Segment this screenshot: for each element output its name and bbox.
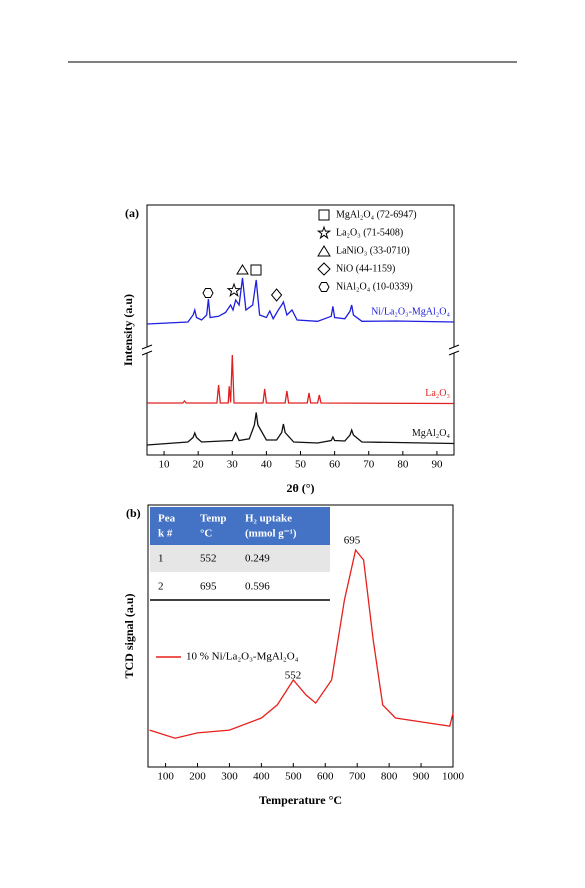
- table-header: k #: [158, 528, 173, 540]
- y-axis-label: TCD signal (a.u): [122, 593, 136, 678]
- table-cell: 1: [158, 553, 164, 565]
- legend-label: La₂O₃ (71-5408): [336, 227, 403, 238]
- table-header: Pea: [158, 513, 176, 525]
- x-tick-label: 50: [295, 459, 307, 471]
- series-line: [147, 354, 455, 405]
- x-tick-label: 600: [317, 771, 334, 783]
- plot-frame: [147, 504, 454, 768]
- legend-symbol: [318, 282, 330, 292]
- phase-markers: [202, 264, 283, 302]
- axis-break-gap: [144, 347, 150, 353]
- star-marker: [226, 282, 242, 297]
- legend-symbol: [317, 262, 331, 276]
- table-cell: 2: [158, 581, 164, 593]
- hexagon-marker: [202, 288, 214, 298]
- x-tick-label: 300: [221, 771, 238, 783]
- legend-label: NiAl₂O₄ (10-0339): [336, 281, 413, 292]
- series-line: [149, 548, 454, 739]
- x-tick-label: 80: [397, 459, 409, 471]
- x-axis-label: 2θ (°): [286, 481, 314, 495]
- x-tick-label: 90: [431, 459, 443, 471]
- legend-label: 10 % Ni/La₂O₃-MgAl₂O₄: [186, 651, 299, 663]
- table-header: °C: [200, 528, 212, 540]
- table-header-bg: [150, 507, 330, 545]
- series-line: [146, 412, 455, 446]
- legend-symbol: [317, 245, 331, 257]
- series-label: La₂O₃: [425, 388, 450, 399]
- legend-label: MgAl₂O₄ (72-6947): [336, 209, 417, 220]
- x-tick-label: 500: [285, 771, 302, 783]
- square-marker: [250, 264, 262, 276]
- legend-symbol: [316, 225, 332, 240]
- x-tick-label: 200: [189, 771, 206, 783]
- peak-label: 552: [285, 670, 302, 682]
- table-cell: 552: [200, 553, 217, 565]
- x-tick-label: 70: [363, 459, 375, 471]
- plot-frame: [146, 204, 455, 456]
- legend-label: LaNiO₃ (33-0710): [336, 245, 410, 256]
- diamond-marker: [270, 288, 283, 302]
- x-tick-label: 400: [253, 771, 270, 783]
- table-header: Temp: [200, 513, 227, 525]
- axis-break: [141, 350, 153, 356]
- x-tick-label: 100: [157, 771, 174, 783]
- x-tick-label: 1000: [442, 771, 465, 783]
- y-axis-label: Intensity (a.u): [121, 294, 135, 366]
- panel-label: (a): [125, 206, 139, 220]
- x-tick-label: 10: [159, 459, 171, 471]
- x-tick-label: 900: [413, 771, 430, 783]
- x-tick-label: 40: [261, 459, 273, 471]
- x-tick-label: 800: [381, 771, 398, 783]
- legend-label: NiO (44-1159): [336, 263, 395, 274]
- table-header: (mmol g⁻¹): [245, 528, 297, 540]
- panel-label: (b): [126, 506, 141, 520]
- table-cell: 0.596: [245, 581, 270, 593]
- series-label: Ni/La₂O₃-MgAl₂O₄: [371, 306, 450, 317]
- axis-break: [141, 344, 153, 350]
- table-row-bg: [150, 545, 330, 572]
- table-header: H₂ uptake: [245, 513, 292, 525]
- x-tick-label: 20: [193, 459, 205, 471]
- axis-break: [448, 344, 460, 350]
- x-tick-label: 700: [349, 771, 366, 783]
- x-axis-label: Temperature °C: [259, 793, 342, 807]
- table-cell: 695: [200, 581, 217, 593]
- table-cell: 0.249: [245, 553, 270, 565]
- tpr-table: Pea k # Temp °C H₂ uptake (mmol g⁻¹) 1 5…: [150, 507, 330, 601]
- legend-symbol: [318, 209, 330, 221]
- x-tick-label: 60: [329, 459, 341, 471]
- x-tick-label: 30: [227, 459, 239, 471]
- axis-break: [448, 350, 460, 356]
- axis-break-gap: [451, 347, 457, 353]
- series-label: MgAl₂O₄: [412, 428, 451, 439]
- triangle-marker: [236, 264, 249, 275]
- series-line: [146, 277, 455, 325]
- peak-label: 695: [344, 535, 361, 547]
